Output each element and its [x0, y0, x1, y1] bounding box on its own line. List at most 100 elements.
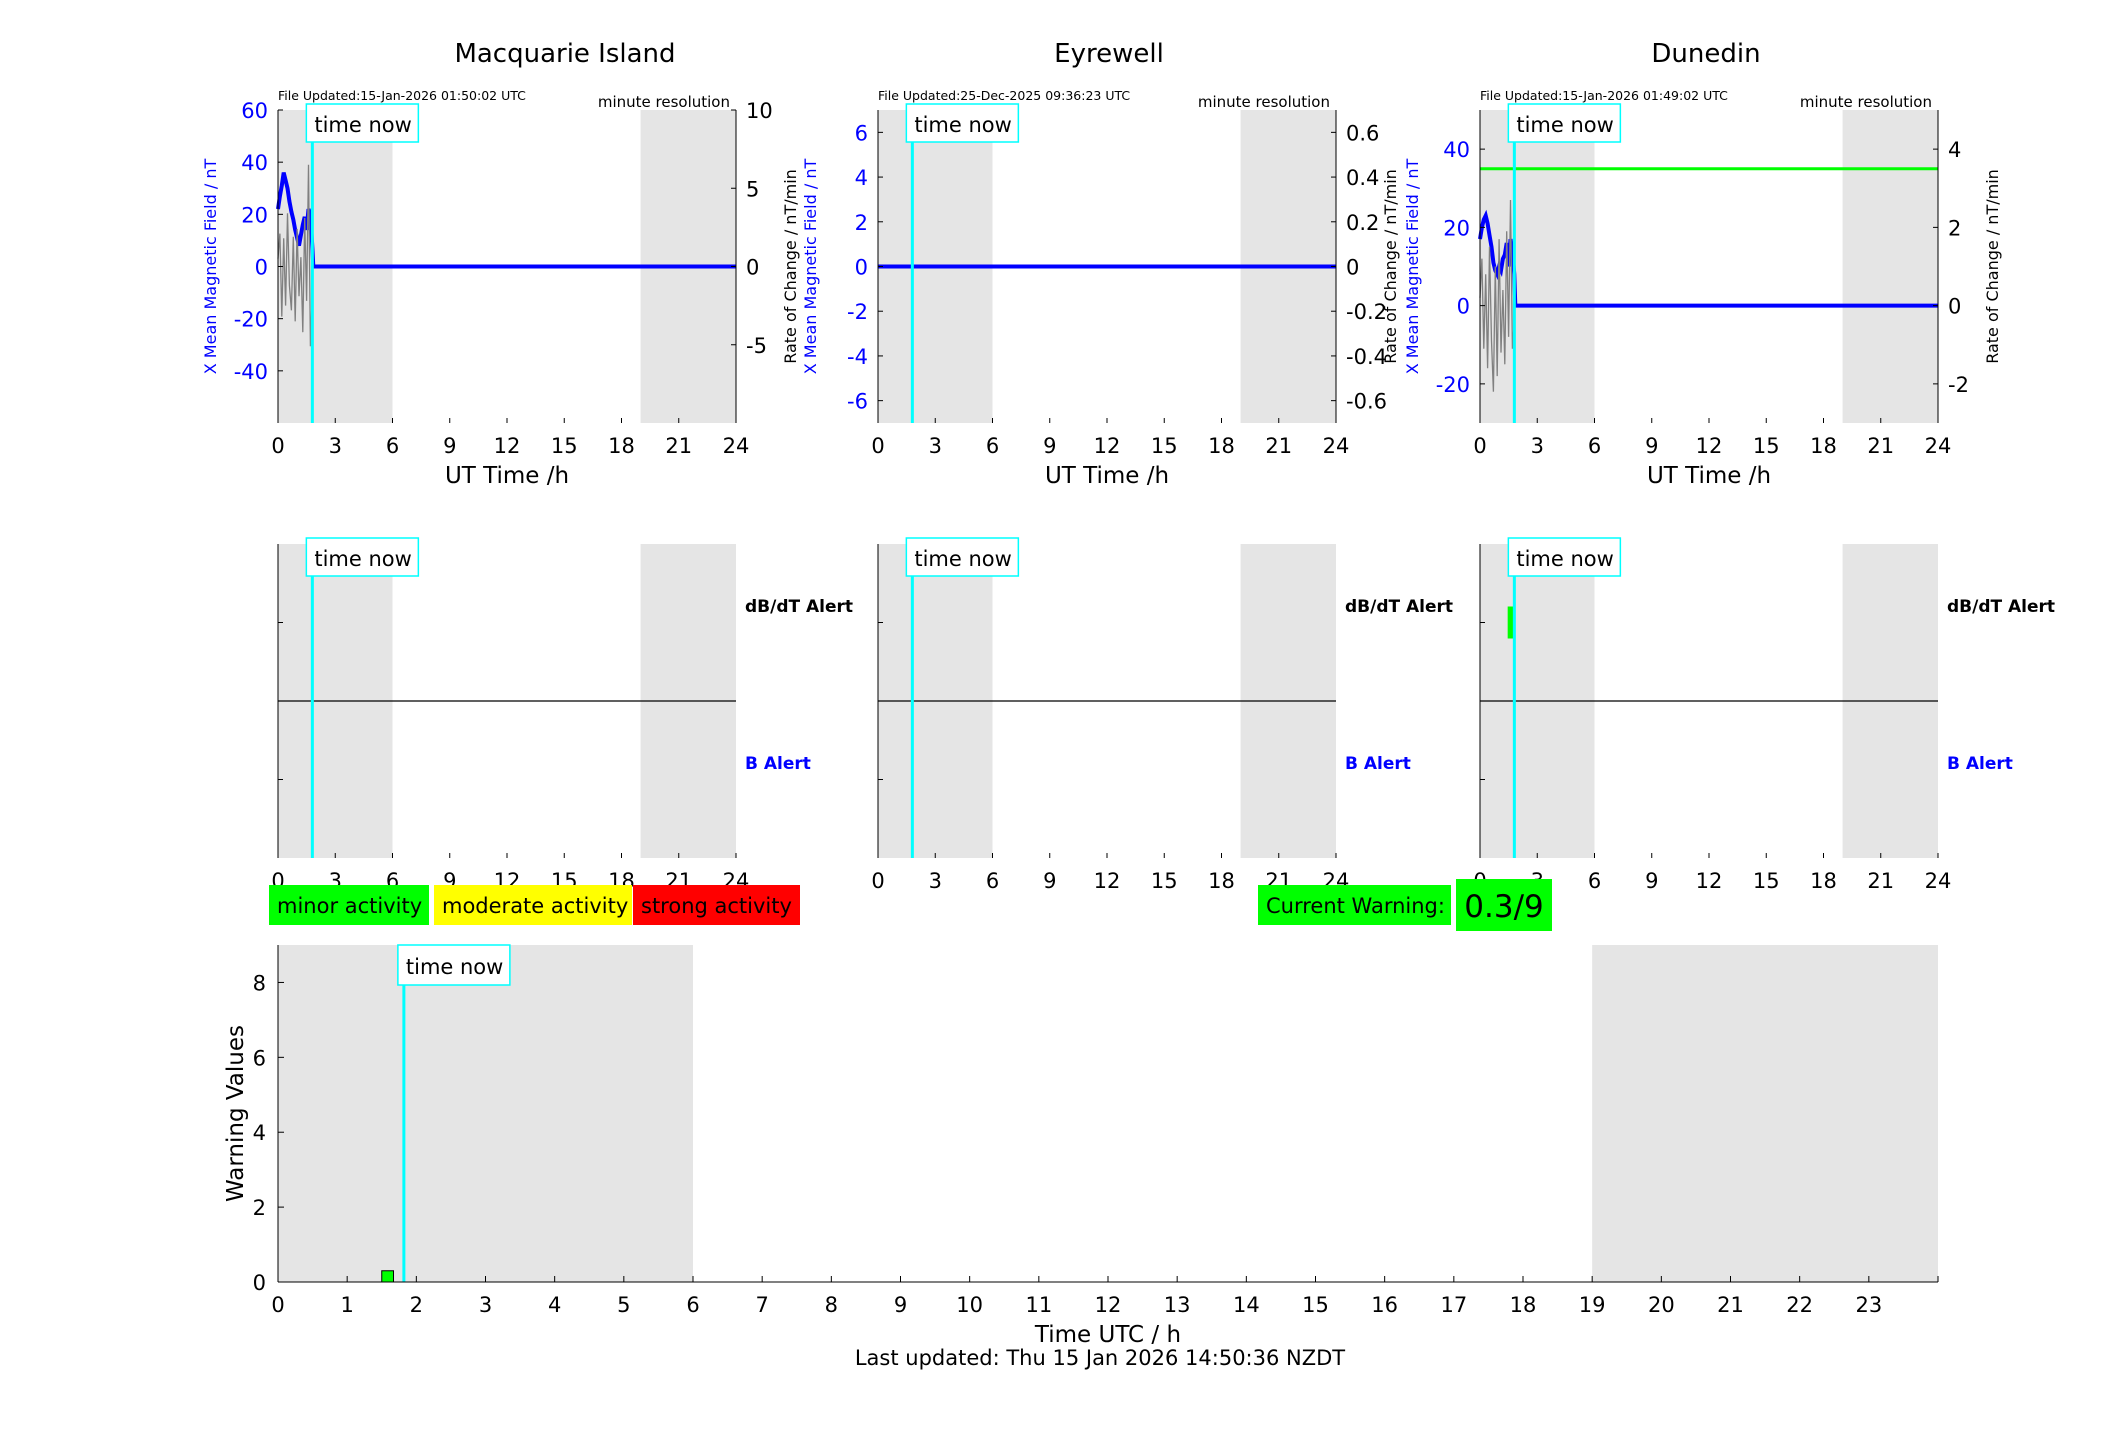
panel-title: Macquarie Island	[454, 39, 675, 69]
x-tick-label: 18	[1208, 434, 1235, 458]
x-tick-label: 9	[443, 434, 456, 458]
legend-minor-swatch	[269, 885, 429, 925]
resolution-label: minute resolution	[1198, 93, 1330, 111]
x-tick-label: 18	[608, 434, 635, 458]
time-now-label: time now	[1516, 113, 1613, 137]
current-warning: Current Warning: 0.3/9	[1258, 879, 1552, 931]
y-left-tick-label: -2	[847, 300, 868, 324]
time-now-box	[1507, 103, 1622, 143]
x-tick-label: 0	[871, 434, 884, 458]
x-tick-label: 18	[1810, 869, 1837, 893]
b-alert-label: B Alert	[745, 754, 811, 774]
current-warning-label-box	[1258, 885, 1451, 925]
x-tick-label: 0	[271, 434, 284, 458]
x-tick-label: 12	[1095, 1293, 1122, 1317]
y-right-tick-label: 0.4	[1346, 166, 1379, 190]
x-tick-label: 1	[340, 1293, 353, 1317]
y-right-tick-label: 0	[746, 256, 759, 280]
y-left-axis-label: X Mean Magnetic Field / nT	[801, 159, 820, 375]
x-tick-label: 23	[1855, 1293, 1882, 1317]
x-tick-label: 12	[1696, 869, 1723, 893]
x-tick-label: 6	[986, 869, 999, 893]
y-left-tick-label: -4	[847, 345, 868, 369]
x-tick-label: 15	[1302, 1293, 1329, 1317]
x-tick-label: 0	[271, 1293, 284, 1317]
time-now-label: time now	[1516, 547, 1613, 571]
y-left-axis-label: X Mean Magnetic Field / nT	[1403, 159, 1422, 375]
x-tick-label: 15	[1151, 869, 1178, 893]
time-now-label: time now	[914, 113, 1011, 137]
dbdt-alert-label: dB/dT Alert	[1345, 597, 1453, 617]
rate-of-change-series	[1479, 199, 1515, 392]
x-tick-label: 15	[1753, 434, 1780, 458]
x-tick-label: 6	[686, 1293, 699, 1317]
x-tick-label: 16	[1371, 1293, 1398, 1317]
legend-strong-swatch	[633, 885, 800, 925]
y-tick-label: 2	[253, 1196, 266, 1220]
y-right-tick-label: 0.6	[1346, 121, 1379, 145]
y-right-tick-label: 2	[1948, 216, 1961, 240]
x-tick-label: 12	[1094, 434, 1121, 458]
x-tick-label: 10	[956, 1293, 983, 1317]
y-tick-label: 4	[253, 1121, 266, 1145]
x-tick-label: 13	[1164, 1293, 1191, 1317]
x-tick-label: 18	[1510, 1293, 1537, 1317]
x-tick-label: 5	[617, 1293, 630, 1317]
x-tick-label: 18	[1208, 869, 1235, 893]
b-alert-label: B Alert	[1345, 754, 1411, 774]
x-tick-label: 3	[479, 1293, 492, 1317]
panel-title: Dunedin	[1651, 39, 1760, 69]
x-tick-label: 18	[1810, 434, 1837, 458]
x-axis-label: Time UTC / h	[1034, 1322, 1181, 1348]
night-shade	[1842, 110, 1938, 423]
resolution-label: minute resolution	[1800, 93, 1932, 111]
x-tick-label: 9	[1043, 869, 1056, 893]
x-tick-label: 3	[929, 434, 942, 458]
x-tick-label: 6	[386, 434, 399, 458]
y-tick-label: 6	[253, 1046, 266, 1070]
file-updated: File Updated:25-Dec-2025 09:36:23 UTC	[878, 88, 1130, 103]
activity-legend: minor activity moderate activity strong …	[269, 885, 800, 925]
night-shade	[278, 945, 693, 1282]
x-tick-label: 21	[1867, 434, 1894, 458]
x-tick-label: 21	[1265, 434, 1292, 458]
y-right-tick-label: 4	[1948, 138, 1961, 162]
field-panel-macquarie-island: Macquarie Island time now File Updated:15…	[201, 39, 800, 489]
y-left-tick-label: 0	[1457, 295, 1470, 319]
y-left-axis-label: X Mean Magnetic Field / nT	[201, 159, 220, 375]
panel-title: Eyrewell	[1054, 39, 1164, 69]
x-tick-label: 6	[1588, 869, 1601, 893]
x-tick-label: 12	[494, 434, 521, 458]
legend-strong-label: strong activity	[641, 894, 792, 918]
time-now-label: time now	[914, 547, 1011, 571]
y-right-tick-label: 0	[1948, 295, 1961, 319]
current-warning-value-box	[1456, 879, 1552, 931]
y-right-tick-label: -5	[746, 334, 767, 358]
x-tick-label: 0	[1473, 434, 1486, 458]
x-tick-label: 20	[1648, 1293, 1675, 1317]
time-now-box	[397, 944, 511, 986]
b-alert-label: B Alert	[1947, 754, 2013, 774]
field-panel-eyrewell: Eyrewell time now File Updated:25-Dec-202…	[801, 39, 1400, 489]
x-tick-label: 21	[1867, 869, 1894, 893]
x-tick-label: 11	[1025, 1293, 1052, 1317]
y-right-tick-label: -0.4	[1346, 345, 1387, 369]
y-right-tick-label: 0.2	[1346, 211, 1379, 235]
x-tick-label: 9	[1645, 434, 1658, 458]
y-left-tick-label: 40	[1443, 138, 1470, 162]
x-tick-label: 21	[665, 434, 692, 458]
x-tick-label: 19	[1579, 1293, 1606, 1317]
dbdt-alert-label: dB/dT Alert	[745, 597, 853, 617]
dbdt-alert-label: dB/dT Alert	[1947, 597, 2055, 617]
y-tick-label: 8	[253, 971, 266, 995]
y-right-axis-label: Rate of Change / nT/min	[1983, 169, 2002, 364]
time-now-box	[305, 103, 420, 143]
x-tick-label: 24	[1925, 434, 1952, 458]
x-tick-label: 14	[1233, 1293, 1260, 1317]
y-left-tick-label: 20	[1443, 216, 1470, 240]
current-warning-label: Current Warning:	[1266, 894, 1445, 918]
dbdt-alert-bar	[1507, 606, 1515, 639]
y-tick-label: 0	[253, 1271, 266, 1295]
x-tick-label: 15	[1753, 869, 1780, 893]
